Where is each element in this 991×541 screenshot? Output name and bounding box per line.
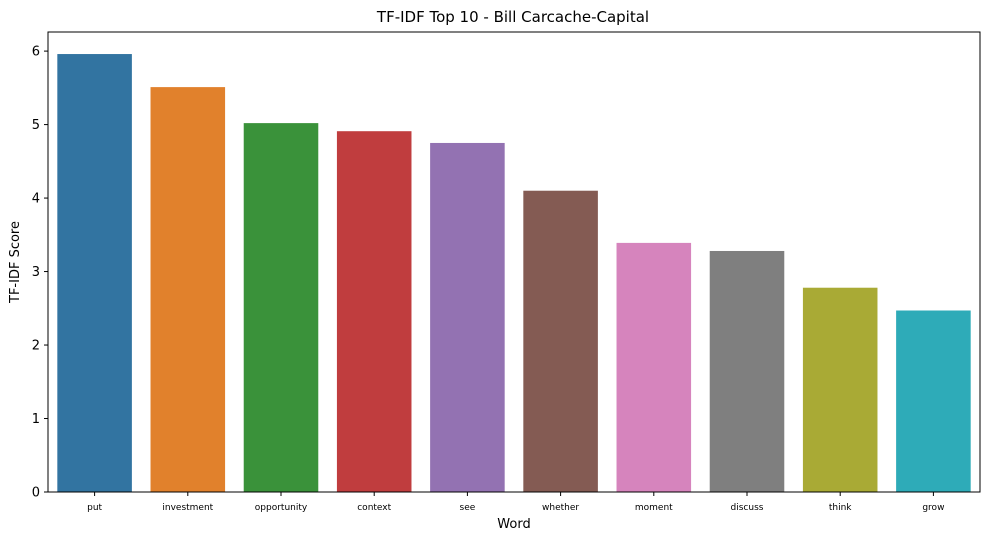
y-tick-label: 6 xyxy=(32,45,40,60)
bar-grow xyxy=(896,310,971,492)
y-tick-label: 5 xyxy=(32,118,40,133)
x-axis-title: Word xyxy=(497,517,530,532)
bar-whether xyxy=(523,190,598,492)
y-tick-label: 2 xyxy=(32,339,40,354)
bar-put xyxy=(57,54,132,492)
bar-opportunity xyxy=(243,123,319,492)
bar-moment xyxy=(616,242,692,492)
chart-title: TF-IDF Top 10 - Bill Carcache-Capital xyxy=(376,8,649,26)
y-tick-label: 3 xyxy=(32,265,40,280)
x-tick-label: see xyxy=(460,503,476,513)
y-tick-label: 4 xyxy=(32,192,40,207)
bar-investment xyxy=(150,87,226,493)
plot-frame xyxy=(47,31,981,493)
x-tick-label: put xyxy=(87,503,102,513)
bar-context xyxy=(336,131,412,492)
bar-think xyxy=(802,287,878,492)
x-tick-label: moment xyxy=(635,503,673,513)
x-tick-label: investment xyxy=(162,503,213,513)
bar-discuss xyxy=(709,250,785,492)
x-tick-label: grow xyxy=(922,503,944,513)
x-axis: put investment opportunity context see whethe… xyxy=(87,492,944,513)
y-tick-label: 0 xyxy=(32,486,40,501)
y-axis-title: TF-IDF Score xyxy=(8,221,23,304)
bars-layer xyxy=(57,54,971,493)
y-tick-label: 1 xyxy=(32,412,40,427)
x-tick-label: whether xyxy=(542,503,579,513)
x-tick-label: discuss xyxy=(731,503,764,513)
x-tick-label: context xyxy=(357,503,391,513)
y-axis: 0 1 2 3 4 5 6 xyxy=(32,45,48,501)
x-tick-label: think xyxy=(829,503,852,513)
x-tick-label: opportunity xyxy=(255,503,308,513)
bar-see xyxy=(430,142,505,492)
